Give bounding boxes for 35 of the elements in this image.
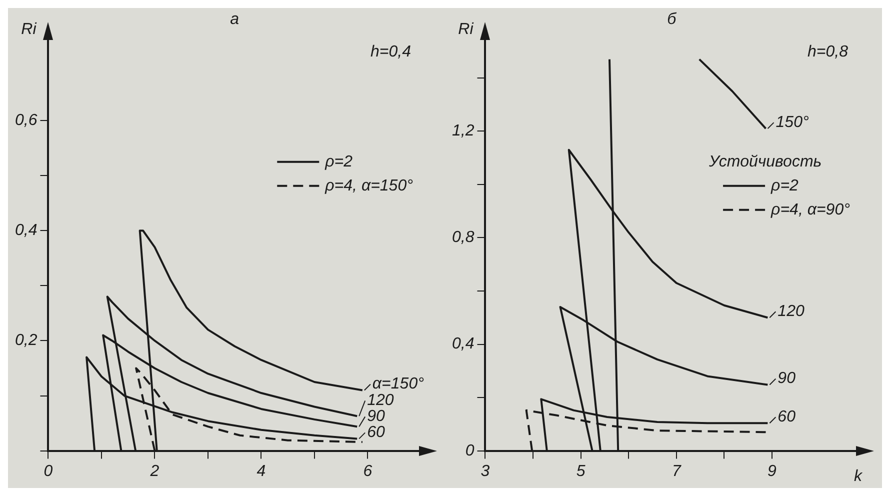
x-tick-label: 7 bbox=[672, 462, 682, 480]
y-tick-label: 0,4 bbox=[452, 336, 474, 353]
legend-label: 60 bbox=[778, 408, 796, 426]
chart-title: а bbox=[230, 11, 240, 28]
x-tick-label: 9 bbox=[768, 462, 777, 480]
y-tick-label: 0 bbox=[465, 442, 474, 460]
x-tick-label: 4 bbox=[256, 462, 266, 480]
x-tick-label: 2 bbox=[149, 462, 160, 480]
y-tick-label: 0,4 bbox=[14, 222, 38, 240]
legend-label: 90 bbox=[367, 408, 385, 426]
legend-label: ρ=4, α=150° bbox=[324, 177, 414, 194]
annotation: h=0,8 bbox=[808, 43, 848, 60]
annotation: h=0,4 bbox=[370, 43, 412, 60]
legend-label: 150° bbox=[776, 114, 810, 132]
x-tick-label: 5 bbox=[576, 462, 586, 480]
x-axis-title: k bbox=[854, 468, 863, 485]
legend-label: 120 bbox=[367, 392, 394, 410]
legend-label: 90 bbox=[778, 370, 796, 388]
legend-label: 60 bbox=[367, 424, 385, 442]
chart-title: б bbox=[667, 11, 678, 28]
y-tick-label: 0,8 bbox=[452, 229, 474, 246]
legend-title: Устойчивость bbox=[708, 153, 822, 170]
y-tick-label: 0,6 bbox=[14, 112, 38, 130]
annotation: ρ=2 bbox=[324, 153, 353, 170]
x-tick-label: 3 bbox=[480, 462, 490, 480]
annotation: ρ=2 bbox=[770, 177, 799, 194]
legend-label: ρ=4, α=90° bbox=[770, 201, 851, 218]
legend-label: 120 bbox=[778, 303, 804, 320]
y-tick-label: 1,2 bbox=[452, 122, 474, 140]
x-tick-label: 6 bbox=[363, 462, 372, 480]
y-tick-label: 0,2 bbox=[14, 332, 38, 350]
legend-label: α=150° bbox=[372, 376, 425, 393]
y-axis-title: Ri bbox=[21, 21, 37, 38]
x-tick-label: 0 bbox=[44, 462, 53, 480]
y-axis-title: Ri bbox=[458, 21, 474, 38]
